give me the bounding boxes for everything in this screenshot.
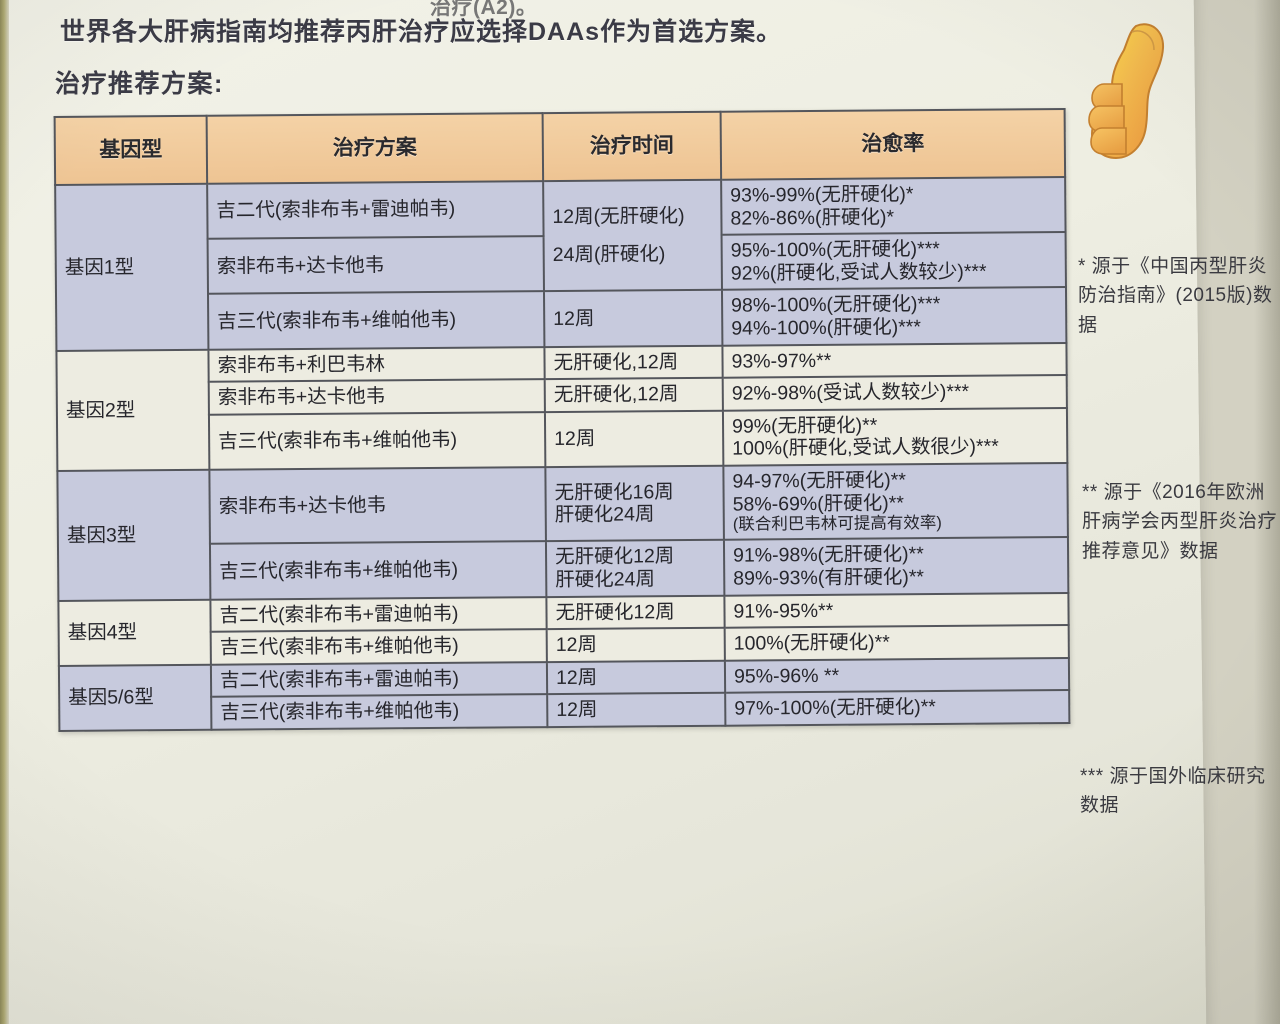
cure-line-1: 91%-98%(无肝硬化)**: [732, 543, 924, 568]
regimen-cell: 索非布韦+达卡他韦: [208, 379, 545, 415]
cure-rate-cell: 91%-98%(无肝硬化)** 89%-93%(有肝硬化)**: [723, 537, 1069, 596]
cure-line-1: 99%(无肝硬化)**: [731, 414, 878, 438]
table-row: 吉三代(索非布韦+维帕他韦) 12周 98%-100%(无肝硬化)*** 94%…: [56, 287, 1067, 350]
cure-line-2: 89%-93%(有肝硬化)**: [733, 566, 925, 590]
genotype-cell: 基因1型: [55, 183, 209, 351]
table-row: 吉三代(索非布韦+维帕他韦) 12周 97%-100%(无肝硬化)**: [59, 690, 1070, 732]
right-shadow: [1254, 0, 1280, 1024]
cure-line-1: 98%-100%(无肝硬化)***: [731, 293, 941, 318]
regimen-cell: 吉三代(索非布韦+维帕他韦): [210, 629, 547, 665]
cure-rate-cell: 100%(无肝硬化)**: [724, 625, 1069, 661]
duration-cell: 无肝硬化12周 肝硬化24周: [545, 540, 725, 597]
cure-rate-cell: 95%-100%(无肝硬化)*** 92%(肝硬化,受试人数较少)***: [721, 232, 1066, 291]
regimen-cell: 吉三代(索非布韦+维帕他韦): [208, 412, 546, 470]
table-row: 基因1型 吉二代(索非布韦+雷迪帕韦) 12周(无肝硬化) 24周(肝硬化) 9…: [55, 177, 1066, 351]
duration-cell: 无肝硬化12周: [546, 595, 725, 630]
regimen-cell: 索非布韦+利巴韦林: [208, 346, 545, 383]
regimen-cell: 索非布韦+达卡他韦: [209, 467, 546, 545]
regimen-cell: 吉三代(索非布韦+维帕他韦): [209, 541, 547, 600]
cure-line-3: (联合利巴韦林可提高有效率): [732, 514, 942, 534]
cure-rate-cell: 98%-100%(无肝硬化)*** 94%-100%(肝硬化)***: [721, 287, 1067, 346]
table-row: 基因3型 索非布韦+达卡他韦 无肝硬化16周 肝硬化24周 94-97%(无肝硬…: [57, 463, 1068, 601]
col-header-cure-rate: 治愈率: [720, 109, 1066, 180]
genotype-cell: 基因2型: [56, 349, 210, 472]
left-edge-strip: [0, 0, 9, 1024]
page-title: 治疗推荐方案:: [55, 70, 224, 98]
regimen-cell: 索非布韦+达卡他韦: [207, 236, 544, 295]
col-header-duration: 治疗时间: [542, 111, 722, 182]
genotype-cell: 基因5/6型: [58, 664, 212, 732]
cure-rate-cell: 93%-97%**: [722, 342, 1067, 378]
cure-line-1: 94-97%(无肝硬化)**: [732, 469, 906, 493]
duration-line-1: 无肝硬化12周: [554, 545, 675, 569]
regimen-cell: 吉二代(索非布韦+雷迪帕韦): [210, 661, 548, 698]
cure-line-2: 92%(肝硬化,受试人数较少)***: [730, 260, 987, 285]
duration-cell: 12周: [547, 693, 726, 728]
table-row: 吉三代(索非布韦+维帕他韦) 无肝硬化12周 肝硬化24周 91%-98%(无肝…: [58, 537, 1069, 600]
cure-line-2: 58%-69%(肝硬化)**: [732, 492, 904, 516]
regimen-cell: 吉三代(索非布韦+维帕他韦): [211, 694, 548, 730]
duration-line-1: 12周(无肝硬化): [552, 204, 685, 228]
duration-line-2: 肝硬化24周: [555, 568, 656, 592]
table-header-row: 基因型 治疗方案 治疗时间 治愈率: [54, 109, 1066, 185]
cure-line-1: 93%-99%(无肝硬化)*: [730, 183, 914, 207]
genotype-cell: 基因4型: [58, 599, 211, 666]
cure-rate-cell: 93%-99%(无肝硬化)* 82%-86%(肝硬化)*: [721, 177, 1066, 235]
duration-line-1: 无肝硬化16周: [554, 480, 674, 504]
cure-line-1: 95%-100%(无肝硬化)***: [730, 238, 940, 262]
regimen-cell: 吉二代(索非布韦+雷迪帕韦): [210, 596, 547, 633]
thumbs-up-icon: [1088, 23, 1165, 160]
cut-off-top-text: 治疗(A2)。: [430, 0, 538, 19]
treatment-table-wrapper: 基因型 治疗方案 治疗时间 治愈率 基因1型 吉二代(索非布韦+雷迪帕韦) 12…: [54, 108, 1071, 732]
treatment-recommendation-table: 基因型 治疗方案 治疗时间 治愈率 基因1型 吉二代(索非布韦+雷迪帕韦) 12…: [54, 108, 1071, 732]
cure-rate-cell: 99%(无肝硬化)** 100%(肝硬化,受试人数很少)***: [722, 407, 1068, 466]
duration-line-2: 24周(肝硬化): [552, 243, 666, 267]
regimen-cell: 吉三代(索非布韦+维帕他韦): [208, 291, 545, 350]
table-row: 吉三代(索非布韦+维帕他韦) 12周 99%(无肝硬化)** 100%(肝硬化,…: [57, 407, 1068, 471]
genotype-cell: 基因3型: [57, 469, 211, 601]
cure-rate-cell: 95%-96% **: [724, 657, 1070, 694]
footnote-single-star: * 源于《中国丙型肝炎防治指南》(2015版)数据: [1078, 256, 1273, 336]
cure-rate-cell: 94-97%(无肝硬化)** 58%-69%(肝硬化)** (联合利巴韦林可提高…: [723, 463, 1068, 541]
cure-rate-cell: 97%-100%(无肝硬化)**: [725, 690, 1070, 726]
duration-cell: 12周: [546, 660, 726, 695]
headline: 世界各大肝病指南均推荐丙肝治疗应选择DAAs作为首选方案。: [60, 18, 783, 46]
duration-line-2: 肝硬化24周: [554, 503, 655, 527]
cure-rate-cell: 91%-95%**: [724, 592, 1069, 628]
duration-cell: 无肝硬化16周 肝硬化24周: [545, 465, 724, 542]
cure-rate-cell: 92%-98%(受试人数较少)***: [722, 375, 1067, 411]
cure-line-2: 100%(肝硬化,受试人数很少)***: [732, 436, 999, 461]
cure-line-2: 94%-100%(肝硬化)***: [731, 316, 922, 340]
footnote-triple-star: *** 源于国外临床研究数据: [1080, 766, 1266, 817]
footnote-double-star: ** 源于《2016年欧洲肝病学会丙型肝炎治疗推荐意见》数据: [1082, 482, 1278, 562]
col-header-genotype: 基因型: [54, 115, 208, 185]
duration-cell: 无肝硬化,12周: [544, 345, 723, 380]
regimen-cell: 吉二代(索非布韦+雷迪帕韦): [207, 181, 544, 239]
col-header-regimen: 治疗方案: [206, 113, 544, 184]
duration-cell: 12周: [544, 410, 724, 468]
duration-cell: 12周: [546, 627, 725, 662]
duration-cell: 12周(无肝硬化) 24周(肝硬化): [543, 179, 722, 292]
cure-line-2: 82%-86%(肝硬化)*: [730, 205, 895, 230]
duration-cell: 无肝硬化,12周: [544, 377, 723, 413]
duration-cell: 12周: [543, 290, 723, 347]
